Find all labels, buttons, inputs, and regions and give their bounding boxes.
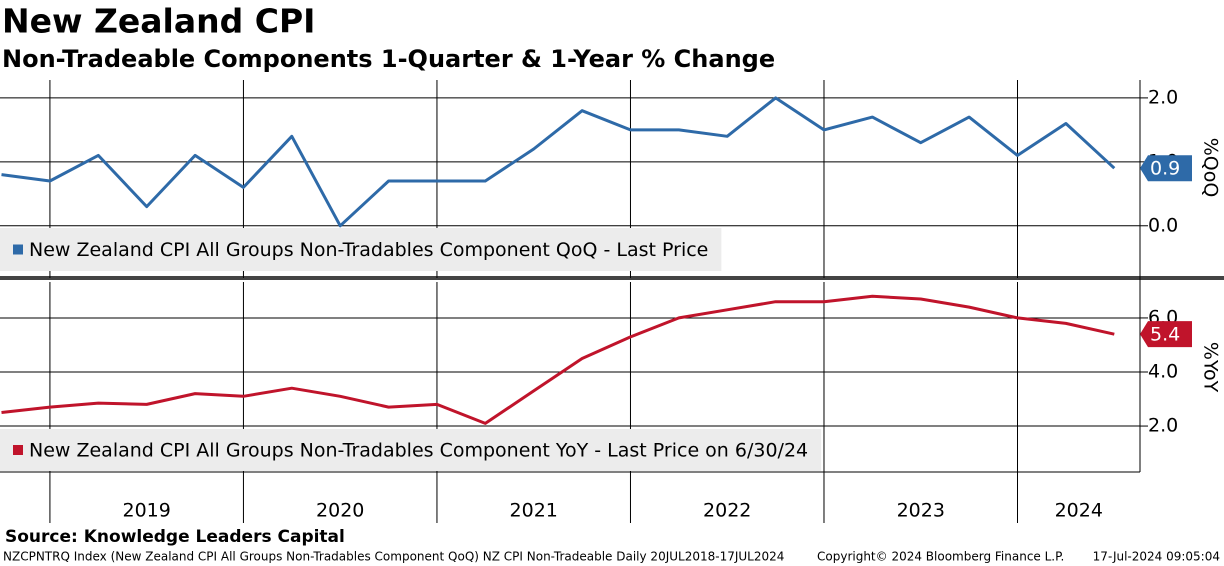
- last-value-tag: [1140, 155, 1192, 182]
- last-value-label: 0.9: [1150, 158, 1180, 180]
- y-tick-label: 2.0: [1148, 86, 1178, 108]
- x-tick-label: 2023: [897, 500, 945, 522]
- legend-box: [0, 429, 822, 471]
- x-tick-label: 2022: [703, 500, 751, 522]
- last-value-label: 5.4: [1150, 324, 1180, 346]
- chart-title: New Zealand CPI: [2, 2, 315, 41]
- y-tick-label: 2.0: [1148, 415, 1178, 437]
- footer-right: 17-Jul-2024 09:05:04: [1093, 550, 1220, 564]
- footer-left: NZCPNTRQ Index (New Zealand CPI All Grou…: [3, 550, 784, 564]
- footer-middle: Copyright© 2024 Bloomberg Finance L.P.: [817, 550, 1064, 564]
- legend-swatch: [13, 244, 23, 255]
- y-tick-label: 0.0: [1148, 214, 1178, 236]
- legend-label: New Zealand CPI All Groups Non-Tradables…: [29, 440, 808, 462]
- legend: New Zealand CPI All Groups Non-Tradables…: [0, 429, 822, 471]
- y-axis-label: %QoQ: [1200, 138, 1222, 198]
- data-line: [1, 294, 1115, 425]
- legend: New Zealand CPI All Groups Non-Tradables…: [0, 228, 722, 271]
- x-tick-label: 2019: [123, 500, 171, 522]
- x-tick-label: 2021: [510, 500, 558, 522]
- y-tick-label: 4.0: [1148, 361, 1178, 383]
- y-axis-label: %YoY: [1200, 342, 1222, 393]
- data-line: [1, 96, 1116, 228]
- legend-box: [0, 228, 722, 271]
- source: Source: Knowledge Leaders Capital: [5, 527, 345, 547]
- x-tick-label: 2024: [1055, 500, 1103, 522]
- legend-label: New Zealand CPI All Groups Non-Tradables…: [29, 239, 708, 261]
- legend-swatch: [13, 445, 23, 455]
- x-tick-label: 2020: [316, 500, 364, 522]
- chart-subtitle: Non-Tradeable Components 1-Quarter & 1-Y…: [2, 45, 775, 73]
- last-value-tag: [1140, 321, 1192, 348]
